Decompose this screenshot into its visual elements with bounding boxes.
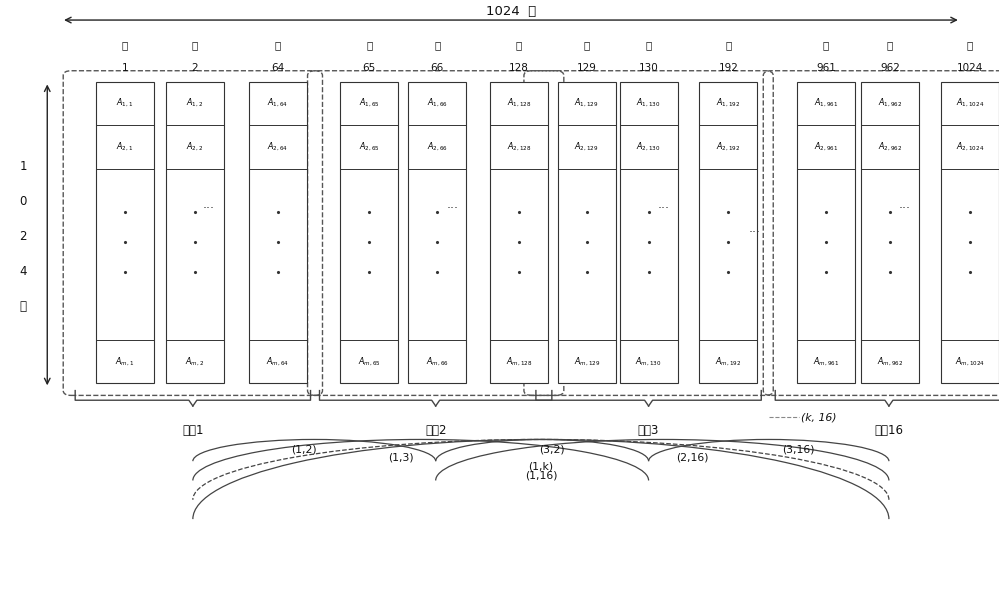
Text: 961: 961 — [816, 63, 836, 73]
Text: 列: 列 — [967, 40, 973, 50]
Text: 2: 2 — [192, 63, 198, 73]
Bar — [340, 81, 398, 383]
Text: 0: 0 — [20, 195, 27, 207]
Bar — [941, 81, 999, 383]
Text: 192: 192 — [718, 63, 738, 73]
Text: (1,16): (1,16) — [525, 471, 557, 480]
Text: 130: 130 — [639, 63, 658, 73]
Bar — [166, 81, 224, 383]
Bar — [861, 81, 919, 383]
Text: 66: 66 — [431, 63, 444, 73]
Text: 列: 列 — [122, 40, 128, 50]
Text: $A_{2,1024}$: $A_{2,1024}$ — [956, 140, 984, 153]
Text: $A_{1,64}$: $A_{1,64}$ — [267, 97, 288, 109]
Text: 962: 962 — [880, 63, 900, 73]
Text: $A_{m,1}$: $A_{m,1}$ — [115, 356, 135, 368]
Text: $A_{1,66}$: $A_{1,66}$ — [427, 97, 448, 109]
Text: ···: ··· — [203, 202, 215, 215]
Text: (3,2): (3,2) — [539, 444, 565, 454]
Text: $A_{1,961}$: $A_{1,961}$ — [814, 97, 838, 109]
Bar — [490, 81, 548, 383]
Text: 1: 1 — [122, 63, 128, 73]
Text: 65: 65 — [363, 63, 376, 73]
Text: $A_{1,1024}$: $A_{1,1024}$ — [956, 97, 984, 109]
Text: $A_{m,962}$: $A_{m,962}$ — [877, 356, 903, 368]
Text: $A_{1,1}$: $A_{1,1}$ — [116, 97, 134, 109]
Text: $A_{2,66}$: $A_{2,66}$ — [427, 140, 448, 153]
Bar — [699, 81, 757, 383]
Text: $A_{2,65}$: $A_{2,65}$ — [359, 140, 380, 153]
Text: (k, 16): (k, 16) — [801, 412, 836, 422]
Text: ···: ··· — [899, 202, 911, 215]
Text: (1,2): (1,2) — [291, 444, 317, 454]
Text: $A_{2,2}$: $A_{2,2}$ — [186, 140, 204, 153]
Text: $A_{m,64}$: $A_{m,64}$ — [266, 356, 289, 368]
Text: $A_{1,65}$: $A_{1,65}$ — [359, 97, 380, 109]
Bar — [620, 81, 678, 383]
Text: 128: 128 — [509, 63, 529, 73]
Text: 列: 列 — [725, 40, 731, 50]
Bar — [249, 81, 307, 383]
Text: $A_{m,129}$: $A_{m,129}$ — [574, 356, 600, 368]
Text: $A_{2,129}$: $A_{2,129}$ — [574, 140, 599, 153]
Text: 列: 列 — [434, 40, 440, 50]
Text: $A_{2,128}$: $A_{2,128}$ — [507, 140, 531, 153]
Text: 列: 列 — [366, 40, 372, 50]
Text: $A_{2,192}$: $A_{2,192}$ — [716, 140, 741, 153]
Text: 列: 列 — [274, 40, 281, 50]
Text: $A_{1,128}$: $A_{1,128}$ — [507, 97, 531, 109]
Text: $A_{1,130}$: $A_{1,130}$ — [636, 97, 661, 109]
Text: $A_{m,130}$: $A_{m,130}$ — [635, 356, 662, 368]
Text: $A_{2,64}$: $A_{2,64}$ — [267, 140, 288, 153]
Text: $A_{m,1024}$: $A_{m,1024}$ — [955, 356, 985, 368]
Text: $A_{2,962}$: $A_{2,962}$ — [878, 140, 902, 153]
Text: 1: 1 — [20, 159, 27, 173]
Text: 列: 列 — [192, 40, 198, 50]
Text: $A_{m,961}$: $A_{m,961}$ — [813, 356, 839, 368]
Text: 4: 4 — [20, 264, 27, 278]
Text: $A_{m,65}$: $A_{m,65}$ — [358, 356, 381, 368]
Text: 1024: 1024 — [957, 63, 983, 73]
Text: 列: 列 — [516, 40, 522, 50]
Text: (1,k): (1,k) — [528, 461, 553, 472]
Text: $A_{2,130}$: $A_{2,130}$ — [636, 140, 661, 153]
Text: $A_{1,962}$: $A_{1,962}$ — [878, 97, 902, 109]
Text: $A_{2,961}$: $A_{2,961}$ — [814, 140, 838, 153]
Text: ···: ··· — [658, 202, 670, 215]
Text: 64: 64 — [271, 63, 284, 73]
Text: 列: 列 — [823, 40, 829, 50]
Text: 129: 129 — [577, 63, 597, 73]
Text: $A_{1,2}$: $A_{1,2}$ — [186, 97, 204, 109]
Bar — [408, 81, 466, 383]
Text: 子块1: 子块1 — [182, 424, 204, 437]
Text: ···: ··· — [748, 226, 760, 239]
Text: 行: 行 — [20, 300, 27, 313]
Text: (3,16): (3,16) — [782, 444, 815, 454]
Text: $A_{m,128}$: $A_{m,128}$ — [506, 356, 532, 368]
Text: 列: 列 — [584, 40, 590, 50]
Text: $A_{m,66}$: $A_{m,66}$ — [426, 356, 449, 368]
Text: 列: 列 — [887, 40, 893, 50]
Text: ···: ··· — [446, 202, 458, 215]
Text: 子块2: 子块2 — [425, 424, 446, 437]
Text: $A_{2,1}$: $A_{2,1}$ — [116, 140, 134, 153]
Text: 子块3: 子块3 — [638, 424, 659, 437]
Text: (2,16): (2,16) — [676, 453, 708, 463]
Text: 列: 列 — [645, 40, 652, 50]
Text: (1,3): (1,3) — [388, 453, 414, 463]
Bar — [797, 81, 855, 383]
Text: $A_{m,2}$: $A_{m,2}$ — [185, 356, 204, 368]
Text: 子块16: 子块16 — [874, 424, 903, 437]
Text: $A_{1,192}$: $A_{1,192}$ — [716, 97, 741, 109]
Text: 2: 2 — [20, 230, 27, 243]
Bar — [96, 81, 154, 383]
Text: $A_{m,192}$: $A_{m,192}$ — [715, 356, 742, 368]
Text: $A_{1,129}$: $A_{1,129}$ — [574, 97, 599, 109]
Bar — [558, 81, 616, 383]
Text: 1024  列: 1024 列 — [486, 5, 536, 18]
